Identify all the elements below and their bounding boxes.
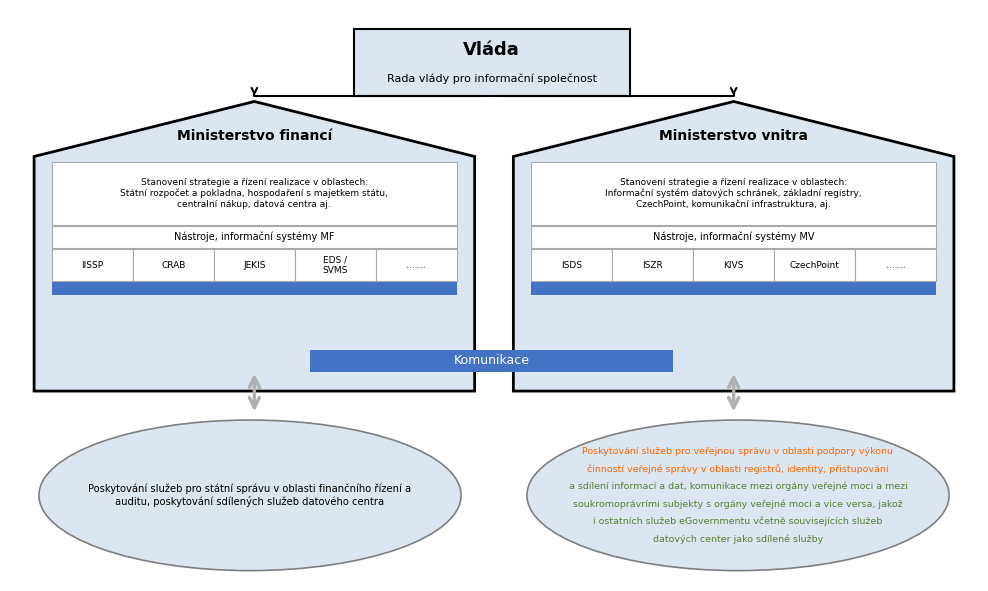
FancyBboxPatch shape [51, 226, 457, 248]
Ellipse shape [527, 420, 949, 571]
Text: i ostatních služeb eGovernmentu včetně souvisejících služeb: i ostatních služeb eGovernmentu včetně s… [594, 517, 882, 526]
Text: IISSP: IISSP [81, 261, 104, 269]
Text: ISZR: ISZR [642, 261, 663, 269]
Text: CRAB: CRAB [161, 261, 186, 269]
FancyBboxPatch shape [213, 249, 294, 281]
FancyBboxPatch shape [531, 226, 937, 248]
FancyBboxPatch shape [856, 249, 937, 281]
Text: Stanovení strategie a řízení realizace v oblastech:
Státní rozpočet a pokladna, : Stanovení strategie a řízení realizace v… [121, 178, 388, 209]
FancyBboxPatch shape [354, 29, 629, 96]
Text: Ministerstvo vnitra: Ministerstvo vnitra [659, 129, 808, 142]
Text: a sdílení informací a dat, komunikace mezi orgány veřejné moci a mezi: a sdílení informací a dat, komunikace me… [568, 482, 907, 491]
FancyBboxPatch shape [310, 350, 673, 372]
FancyBboxPatch shape [376, 249, 457, 281]
Text: Ministerstvo financí: Ministerstvo financí [177, 129, 332, 142]
FancyBboxPatch shape [531, 163, 937, 225]
FancyBboxPatch shape [132, 249, 213, 281]
Text: Komunikace: Komunikace [453, 355, 530, 368]
FancyBboxPatch shape [612, 249, 694, 281]
Polygon shape [34, 102, 474, 391]
Text: .......: ....... [885, 261, 906, 269]
Ellipse shape [39, 420, 461, 571]
FancyBboxPatch shape [51, 163, 457, 225]
Text: EDS /
SVMS: EDS / SVMS [323, 255, 348, 275]
Text: soukromoprávrími subjekty s orgány veřejné moci a vice versa, jakož: soukromoprávrími subjekty s orgány veřej… [573, 499, 903, 509]
FancyBboxPatch shape [531, 249, 612, 281]
Text: Poskytování služeb pro státní správu v oblasti finančního řízení a
auditu, posky: Poskytování služeb pro státní správu v o… [89, 483, 412, 507]
FancyBboxPatch shape [694, 249, 775, 281]
Text: Poskytování služeb pro veřejnou správu v oblasti podpory výkonu: Poskytování služeb pro veřejnou správu v… [583, 447, 893, 456]
Text: Stanovení strategie a řízení realizace v oblastech:
Informační systém datových s: Stanovení strategie a řízení realizace v… [606, 178, 862, 209]
Text: CzechPoint: CzechPoint [789, 261, 840, 269]
FancyBboxPatch shape [531, 282, 937, 296]
Text: JEKIS: JEKIS [243, 261, 266, 269]
FancyBboxPatch shape [294, 249, 376, 281]
Text: datových center jako sdílené služby: datových center jako sdílené služby [653, 534, 823, 544]
Text: Rada vlády pro informační společnost: Rada vlády pro informační společnost [386, 74, 597, 85]
FancyBboxPatch shape [51, 282, 457, 296]
Text: ISDS: ISDS [561, 261, 582, 269]
Text: Vláda: Vláda [463, 41, 520, 59]
Text: činností veřejné správy v oblasti registrů, identity, přistupování: činností veřejné správy v oblasti regist… [587, 465, 889, 474]
FancyBboxPatch shape [775, 249, 856, 281]
Text: Nástroje, informační systémy MF: Nástroje, informační systémy MF [174, 232, 335, 242]
FancyBboxPatch shape [51, 249, 132, 281]
Polygon shape [514, 102, 954, 391]
Text: Nástroje, informační systémy MV: Nástroje, informační systémy MV [653, 232, 814, 242]
Text: .......: ....... [406, 261, 427, 269]
Text: KIVS: KIVS [723, 261, 744, 269]
